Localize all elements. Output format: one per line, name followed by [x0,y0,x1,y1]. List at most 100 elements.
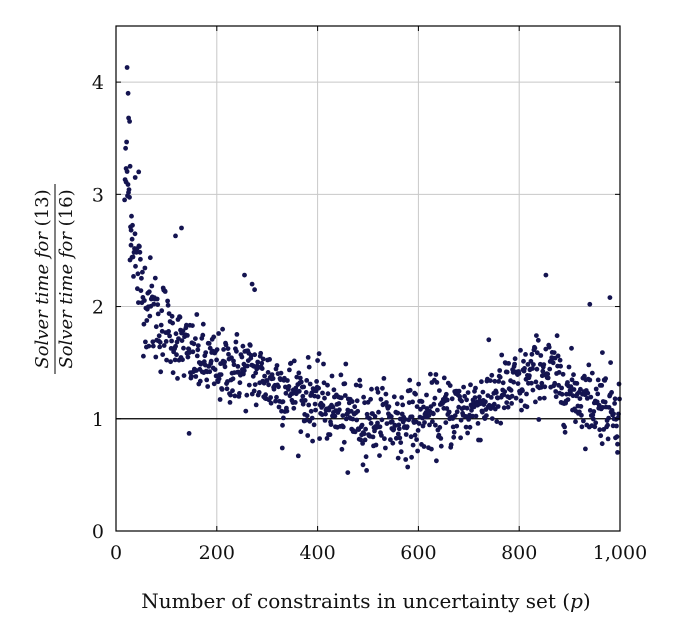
data-point [350,416,356,422]
data-point [539,380,545,386]
data-point [296,370,302,376]
data-point [559,385,564,391]
data-point [545,375,551,381]
data-point [285,378,290,383]
data-point [377,453,382,458]
data-point [314,379,319,384]
data-point [235,364,241,369]
data-point [305,433,311,438]
data-point [132,231,138,237]
data-point [155,311,161,317]
data-point [407,387,413,393]
data-point [533,379,539,385]
data-point [190,323,195,328]
data-point [398,449,404,455]
data-point [352,429,358,435]
data-point [231,362,237,368]
data-point [374,386,380,392]
data-point [451,429,457,435]
data-point [434,458,439,464]
data-point [403,457,409,462]
data-point [595,377,601,383]
data-point [125,182,131,187]
data-point [128,227,134,233]
data-point [464,405,470,411]
x-tick-label: 200 [199,542,235,564]
data-point [367,416,372,421]
data-point [553,389,559,394]
data-point [413,391,418,397]
data-point [165,302,171,308]
data-point [502,389,508,394]
data-point [359,422,365,428]
data-point [590,416,596,422]
data-point [138,256,143,262]
data-point [429,446,434,452]
data-point [233,339,239,345]
data-point [220,326,226,332]
data-point [279,445,285,451]
data-point [410,399,415,405]
data-point [451,434,457,440]
data-point [550,360,556,366]
data-point [354,398,360,404]
data-point [231,358,236,364]
data-point [391,426,397,432]
data-point [123,145,128,151]
data-point [547,366,553,372]
data-point [518,398,524,404]
data-point [305,355,311,360]
data-point [274,394,279,400]
data-point [253,402,259,408]
data-point [378,396,384,402]
data-point [125,90,131,96]
data-point [250,373,256,379]
data-point [273,398,278,404]
data-point [427,422,432,428]
data-point [124,139,129,145]
data-point [243,408,249,414]
data-point [565,397,571,402]
data-point [252,287,257,293]
data-point [529,351,535,357]
data-point [310,438,315,444]
data-point [127,119,132,124]
data-point [566,364,572,370]
data-point [309,415,315,421]
data-point [499,352,505,358]
data-point [438,443,444,449]
data-point [593,420,599,426]
data-point [211,381,217,387]
data-point [138,288,144,293]
data-point [384,421,390,426]
data-point [179,338,185,343]
data-point [317,436,322,441]
data-point [158,322,164,328]
data-point [241,368,247,373]
data-point [569,377,575,383]
data-point [473,385,478,391]
data-point [591,409,597,414]
data-point [534,333,539,338]
data-point [530,366,535,371]
data-point [303,390,309,395]
data-point [370,434,376,440]
data-point [529,380,534,386]
data-point [431,401,437,407]
data-point [599,441,605,447]
y-tick-label: 3 [92,184,104,206]
data-point [316,351,322,357]
data-point [376,409,381,415]
data-point [552,380,558,386]
data-point [611,411,616,417]
data-point [153,324,159,330]
data-point [136,169,142,175]
data-point [259,366,265,371]
data-point [422,420,427,425]
data-point [478,437,483,443]
y-tick-label: 2 [92,297,104,319]
data-point [560,371,566,377]
data-point [408,434,414,440]
data-point [357,383,363,389]
data-point [361,431,367,437]
